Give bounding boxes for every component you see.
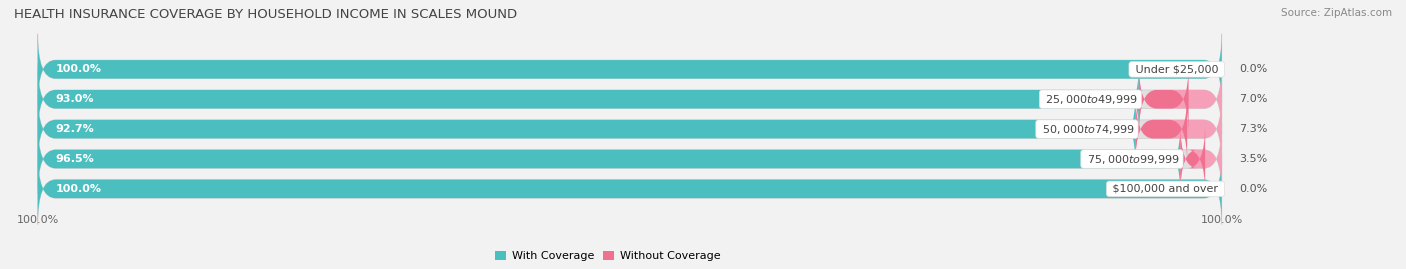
Text: 100.0%: 100.0% <box>55 184 101 194</box>
FancyBboxPatch shape <box>38 123 1222 194</box>
Text: 0.0%: 0.0% <box>1240 184 1268 194</box>
Text: Source: ZipAtlas.com: Source: ZipAtlas.com <box>1281 8 1392 18</box>
FancyBboxPatch shape <box>1135 94 1222 165</box>
FancyBboxPatch shape <box>1139 64 1188 135</box>
FancyBboxPatch shape <box>38 34 1222 105</box>
FancyBboxPatch shape <box>38 123 1180 194</box>
Text: $50,000 to $74,999: $50,000 to $74,999 <box>1039 123 1135 136</box>
Text: Under $25,000: Under $25,000 <box>1132 64 1222 74</box>
Text: 0.0%: 0.0% <box>1240 64 1268 74</box>
FancyBboxPatch shape <box>38 64 1222 135</box>
Text: $100,000 and over: $100,000 and over <box>1109 184 1222 194</box>
FancyBboxPatch shape <box>38 64 1139 135</box>
FancyBboxPatch shape <box>1180 123 1222 194</box>
FancyBboxPatch shape <box>38 34 1222 105</box>
FancyBboxPatch shape <box>1135 94 1187 165</box>
FancyBboxPatch shape <box>38 153 1222 224</box>
Text: 100.0%: 100.0% <box>55 64 101 74</box>
FancyBboxPatch shape <box>1139 64 1222 135</box>
Text: 3.5%: 3.5% <box>1240 154 1268 164</box>
Text: HEALTH INSURANCE COVERAGE BY HOUSEHOLD INCOME IN SCALES MOUND: HEALTH INSURANCE COVERAGE BY HOUSEHOLD I… <box>14 8 517 21</box>
Text: $25,000 to $49,999: $25,000 to $49,999 <box>1042 93 1139 106</box>
Text: 93.0%: 93.0% <box>55 94 94 104</box>
FancyBboxPatch shape <box>38 94 1222 165</box>
Text: 96.5%: 96.5% <box>55 154 94 164</box>
FancyBboxPatch shape <box>38 153 1222 224</box>
FancyBboxPatch shape <box>38 94 1135 165</box>
Legend: With Coverage, Without Coverage: With Coverage, Without Coverage <box>491 247 725 266</box>
FancyBboxPatch shape <box>1180 123 1205 194</box>
Text: 7.0%: 7.0% <box>1240 94 1268 104</box>
Text: $75,000 to $99,999: $75,000 to $99,999 <box>1084 153 1180 165</box>
Text: 92.7%: 92.7% <box>55 124 94 134</box>
Text: 7.3%: 7.3% <box>1240 124 1268 134</box>
